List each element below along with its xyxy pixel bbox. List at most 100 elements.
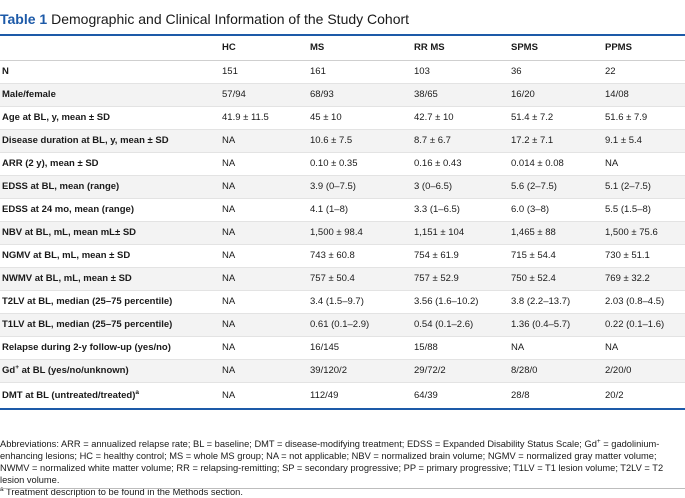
cell-ms: 3.4 (1.5–9.7) xyxy=(308,290,412,314)
table-title: Demographic and Clinical Information of … xyxy=(51,11,410,27)
table-row: Relapse during 2-y follow-up (yes/no) NA 1… xyxy=(0,336,685,360)
cell-rrms: 757 ± 52.9 xyxy=(412,267,509,291)
cell-ms: 161 xyxy=(308,60,412,84)
cell-ms: 3.9 (0–7.5) xyxy=(308,175,412,199)
cell-spms: 1,465 ± 88 xyxy=(509,221,603,245)
cell-hc: NA xyxy=(220,382,308,410)
table-row: Male/female 57/94 68/93 38/65 16/20 14/08 xyxy=(0,83,685,107)
cell-ms: 1,500 ± 98.4 xyxy=(308,221,412,245)
header-cell-hc: HC xyxy=(220,36,308,61)
treatment-note-mark: a xyxy=(0,486,4,493)
row-label: Relapse during 2-y follow-up (yes/no) xyxy=(0,336,220,360)
cell-hc: NA xyxy=(220,336,308,360)
cell-hc: 57/94 xyxy=(220,83,308,107)
table-row: NBV at BL, mL, mean mL± SD NA 1,500 ± 98.4… xyxy=(0,221,685,245)
cell-hc: NA xyxy=(220,267,308,291)
cell-ppms: 51.6 ± 7.9 xyxy=(603,106,685,130)
cell-rrms: 3 (0–6.5) xyxy=(412,175,509,199)
cell-hc: NA xyxy=(220,290,308,314)
table-row: Disease duration at BL, y, mean ± SD NA 10… xyxy=(0,129,685,153)
cell-hc: NA xyxy=(220,152,308,176)
cell-spms: 16/20 xyxy=(509,83,603,107)
row-label-text: Relapse during 2-y follow-up (yes/no) xyxy=(2,342,171,353)
cell-rrms: 38/65 xyxy=(412,83,509,107)
row-label: T2LV at BL, median (25–75 percentile) xyxy=(0,290,220,314)
cell-ms: 16/145 xyxy=(308,336,412,360)
cell-rrms: 29/72/2 xyxy=(412,359,509,383)
cell-ms: 757 ± 50.4 xyxy=(308,267,412,291)
abbreviations-sup: + xyxy=(596,438,601,445)
cell-hc: NA xyxy=(220,221,308,245)
cell-spms: 8/28/0 xyxy=(509,359,603,383)
table-row: Gd+ at BL (yes/no/unknown) NA 39/120/2 29/7… xyxy=(0,359,685,383)
row-label-text: EDSS at 24 mo, mean (range) xyxy=(2,204,134,215)
row-label-text: ARR (2 y), mean ± SD xyxy=(2,158,99,169)
cell-spms: 36 xyxy=(509,60,603,84)
row-label: NWMV at BL, mL, mean ± SD xyxy=(0,267,220,291)
abbreviations-note: Abbreviations: ARR = annualized relapse … xyxy=(0,438,683,486)
cell-ms: 45 ± 10 xyxy=(308,106,412,130)
cohort-table: HC MS RR MS SPMS PPMS N 151 161 103 36 22 Male… xyxy=(0,36,685,410)
cell-rrms: 64/39 xyxy=(412,382,509,410)
header-cell-ppms: PPMS xyxy=(603,36,685,61)
cell-spms: 1.36 (0.4–5.7) xyxy=(509,313,603,337)
cell-rrms: 42.7 ± 10 xyxy=(412,106,509,130)
cell-ppms: 1,500 ± 75.6 xyxy=(603,221,685,245)
cell-ppms: 20/2 xyxy=(603,382,685,410)
cell-rrms: 3.3 (1–6.5) xyxy=(412,198,509,222)
row-label-text: Age at BL, y, mean ± SD xyxy=(2,112,110,123)
cell-spms: 750 ± 52.4 xyxy=(509,267,603,291)
cell-hc: NA xyxy=(220,359,308,383)
row-label: Disease duration at BL, y, mean ± SD xyxy=(0,129,220,153)
cell-ms: 10.6 ± 7.5 xyxy=(308,129,412,153)
row-label-sup: + xyxy=(15,364,19,371)
abbreviations-text: Abbreviations: ARR = annualized relapse … xyxy=(0,439,597,449)
cell-ms: 68/93 xyxy=(308,83,412,107)
row-label: Gd+ at BL (yes/no/unknown) xyxy=(0,359,220,383)
cell-ms: 4.1 (1–8) xyxy=(308,198,412,222)
cell-hc: NA xyxy=(220,244,308,268)
cell-ppms: 5.1 (2–7.5) xyxy=(603,175,685,199)
cell-hc: 41.9 ± 11.5 xyxy=(220,106,308,130)
cell-rrms: 8.7 ± 6.7 xyxy=(412,129,509,153)
cell-rrms: 1,151 ± 104 xyxy=(412,221,509,245)
row-label: N xyxy=(0,60,220,84)
cell-spms: 17.2 ± 7.1 xyxy=(509,129,603,153)
row-label-text: NBV at BL, mL, mean mL± SD xyxy=(2,227,137,238)
cell-ppms: 769 ± 32.2 xyxy=(603,267,685,291)
row-label-text: Male/female xyxy=(2,89,56,100)
cell-ppms: 5.5 (1.5–8) xyxy=(603,198,685,222)
cell-spms: 3.8 (2.2–13.7) xyxy=(509,290,603,314)
cell-ppms: 0.22 (0.1–1.6) xyxy=(603,313,685,337)
header-cell-empty xyxy=(0,36,220,61)
cell-ppms: NA xyxy=(603,336,685,360)
cell-ppms: 730 ± 51.1 xyxy=(603,244,685,268)
cell-ppms: 2/20/0 xyxy=(603,359,685,383)
header-cell-ms: MS xyxy=(308,36,412,61)
cell-hc: NA xyxy=(220,313,308,337)
row-label: EDSS at BL, mean (range) xyxy=(0,175,220,199)
row-label: T1LV at BL, median (25–75 percentile) xyxy=(0,313,220,337)
row-label-text: T1LV at BL, median (25–75 percentile) xyxy=(2,319,173,330)
row-label-text: Disease duration at BL, y, mean ± SD xyxy=(2,135,169,146)
header-cell-rrms: RR MS xyxy=(412,36,509,61)
row-label: DMT at BL (untreated/treated)a xyxy=(0,382,220,410)
table-row: Age at BL, y, mean ± SD 41.9 ± 11.5 45 ± 1… xyxy=(0,106,685,130)
table-row: T2LV at BL, median (25–75 percentile) NA 3… xyxy=(0,290,685,314)
cell-spms: 715 ± 54.4 xyxy=(509,244,603,268)
table-row: EDSS at 24 mo, mean (range) NA 4.1 (1–8) 3.… xyxy=(0,198,685,222)
cell-rrms: 0.16 ± 0.43 xyxy=(412,152,509,176)
header-cell-spms: SPMS xyxy=(509,36,603,61)
cell-ppms: 2.03 (0.8–4.5) xyxy=(603,290,685,314)
cell-spms: 5.6 (2–7.5) xyxy=(509,175,603,199)
cell-ppms: 9.1 ± 5.4 xyxy=(603,129,685,153)
row-label: NGMV at BL, mL, mean ± SD xyxy=(0,244,220,268)
row-label: Age at BL, y, mean ± SD xyxy=(0,106,220,130)
table-row: EDSS at BL, mean (range) NA 3.9 (0–7.5) 3 (… xyxy=(0,175,685,199)
cell-rrms: 754 ± 61.9 xyxy=(412,244,509,268)
table-footnotes: Abbreviations: ARR = annualized relapse … xyxy=(0,438,683,498)
row-label-text: DMT at BL (untreated/treated) xyxy=(2,390,136,401)
table-row: N 151 161 103 36 22 xyxy=(0,60,685,84)
cell-ppms: 22 xyxy=(603,60,685,84)
cell-rrms: 103 xyxy=(412,60,509,84)
